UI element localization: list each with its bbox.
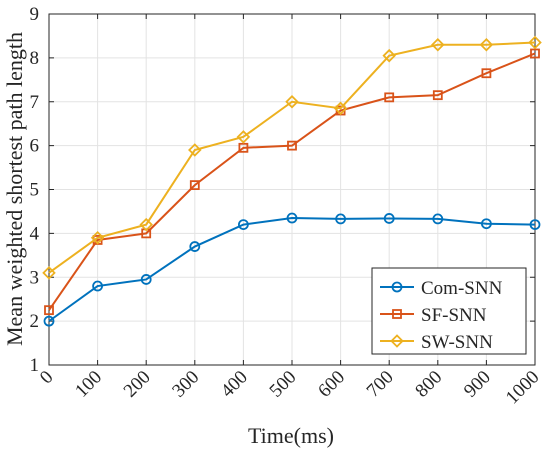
x-tick-label: 1000 [502,367,544,409]
data-point [333,101,348,116]
x-tick-label: 100 [71,367,106,402]
legend-marker [391,281,403,293]
series-sw-snn [42,35,542,280]
data-point [431,37,445,52]
data-point [480,218,492,230]
data-point [382,48,396,63]
data-point [42,266,56,280]
legend-label: Com-SNN [421,278,503,299]
data-point [92,280,103,292]
data-point [479,37,494,52]
x-tick-label: 300 [168,367,203,402]
y-axis-title: Mean weighted shortest path length [2,32,27,346]
series-line [48,217,536,322]
series-line [48,52,536,311]
data-point [528,35,542,50]
y-tick-label: 2 [30,311,40,332]
data-point [189,180,200,191]
y-tick-label: 4 [30,223,40,244]
legend-marker [392,309,402,319]
data-point [432,213,444,225]
legend-label: SF-SNN [421,305,487,326]
data-point [139,217,153,232]
data-point [432,90,443,101]
legend: Com-SNN SF-SNN SW-SNN [371,267,527,355]
data-point [43,315,55,327]
y-tick-label: 1 [30,355,40,376]
data-point [287,140,297,151]
x-axis-title: Time(ms) [248,423,334,448]
x-tick-label: 0 [36,367,58,389]
data-point [285,94,299,109]
data-point [529,219,541,231]
data-point [384,92,395,103]
data-point [383,213,395,224]
series-com-snn [43,212,541,327]
y-tick-label: 6 [30,136,40,157]
data-point [189,241,201,252]
data-point [90,230,105,245]
x-tick-label: 500 [266,367,301,402]
y-tick-label: 3 [30,267,40,288]
series-line [48,41,536,274]
x-tick-label: 900 [460,367,495,402]
legend-marker [390,334,404,348]
series-sf-snn [44,48,540,316]
data-point [188,143,202,157]
y-tick-label: 9 [30,4,40,25]
data-point [237,219,249,231]
data-point [286,212,298,224]
data-point [44,305,54,316]
x-tick-label: 600 [314,367,349,402]
series-group [42,35,542,327]
legend-label: SW-SNN [421,332,493,353]
data-point [530,48,540,59]
y-tick-label: 7 [30,92,40,113]
data-point [238,142,249,153]
data-point [236,130,251,144]
x-tick-label: 700 [363,367,398,402]
x-tick-label: 200 [120,367,155,402]
y-tick-label: 5 [30,180,40,201]
data-point [335,213,347,225]
y-tick-label: 8 [30,48,40,69]
x-tick-label: 400 [217,367,252,402]
data-point [140,274,152,285]
x-tick-label: 800 [411,367,446,402]
data-point [481,68,492,79]
